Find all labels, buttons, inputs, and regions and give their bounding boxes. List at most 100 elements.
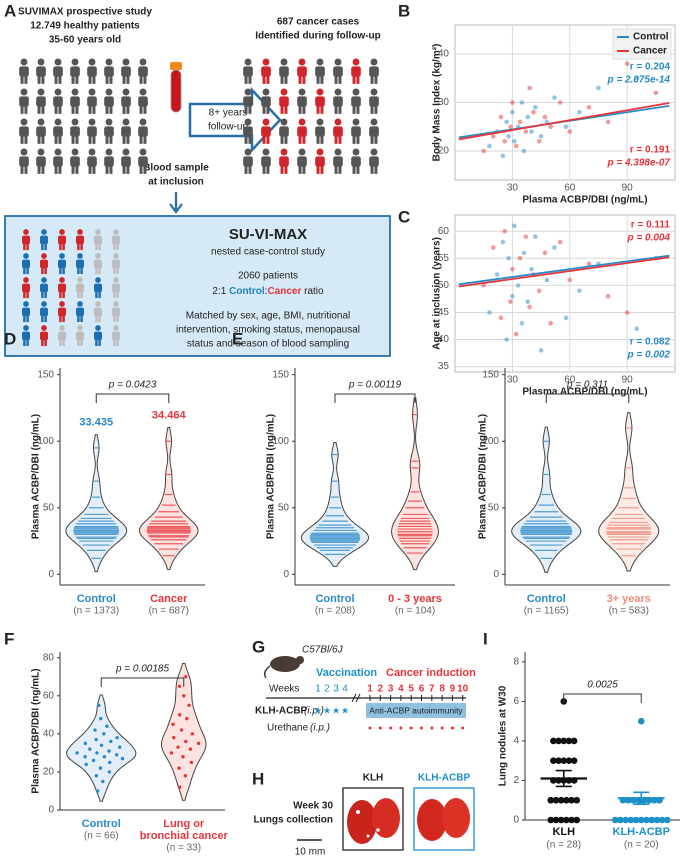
route-text: (i.p.) <box>304 706 324 717</box>
icon-leg <box>352 74 356 84</box>
dot <box>557 796 565 804</box>
scatter-point <box>653 90 659 96</box>
dot <box>563 796 570 804</box>
icon-leg <box>374 104 378 114</box>
person-icon <box>369 58 379 84</box>
y-tick-label: 0 <box>493 569 499 580</box>
icon-body <box>36 156 46 167</box>
icon-head <box>95 253 101 259</box>
icon-head <box>71 88 79 96</box>
stat-annotation: p = 2.075e-14 <box>606 75 670 86</box>
icon-leg <box>44 314 47 323</box>
person-icon <box>315 148 325 174</box>
icon-leg <box>41 134 45 144</box>
person-icon <box>261 148 271 174</box>
fit-line <box>458 102 670 141</box>
scatter-point <box>519 320 525 326</box>
y-tick-label: 50 <box>438 280 450 291</box>
followup-text: follow-up <box>208 122 248 133</box>
icon-leg <box>316 164 320 174</box>
route-text: (i.p.) <box>310 723 330 734</box>
n-label: (n = 33) <box>166 843 201 854</box>
dot <box>637 816 645 824</box>
violin <box>66 694 137 802</box>
icon-leg <box>23 338 26 347</box>
icon-leg <box>88 104 92 114</box>
icon-body <box>40 283 48 293</box>
icon-body <box>58 307 66 317</box>
icon-leg <box>62 290 65 299</box>
icon-head <box>244 118 252 126</box>
violin-point <box>99 743 104 747</box>
icon-body <box>279 66 289 77</box>
violin-point <box>108 760 112 765</box>
icon-leg <box>24 134 28 144</box>
x-axis-title: Plasma ACBP/DBI (ng/mL) <box>522 387 647 398</box>
person-icon <box>53 148 63 174</box>
scatter-point <box>527 85 532 91</box>
icon-head <box>54 148 62 156</box>
icon-leg <box>280 104 284 114</box>
violin-point <box>97 703 101 708</box>
group-label: Lung or <box>163 818 205 830</box>
urethane-dot <box>378 726 382 730</box>
icon-leg <box>92 104 96 114</box>
violin-point <box>189 760 194 765</box>
y-axis-title: Body Mass Index (kg/m²) <box>432 44 443 162</box>
icon-leg <box>298 74 302 84</box>
person-icon <box>121 148 131 174</box>
icon-leg <box>113 266 116 275</box>
scatter-point <box>490 245 496 250</box>
stat-annotation: p = 0.002 <box>626 350 670 361</box>
scatter-point <box>502 138 508 144</box>
mouse-icon <box>263 656 304 679</box>
icon-body <box>70 156 80 167</box>
icon-body <box>22 283 30 293</box>
icon-head <box>105 58 113 66</box>
vaccination-star: ★ <box>314 705 322 715</box>
icon-leg <box>302 134 306 144</box>
icon-head <box>41 325 47 331</box>
icon-leg <box>126 164 130 174</box>
icon-body <box>87 126 97 137</box>
y-tick-label: 0 <box>48 805 54 816</box>
icon-leg <box>71 134 75 144</box>
icon-head <box>334 58 342 66</box>
icon-head <box>37 118 45 126</box>
icon-leg <box>338 104 342 114</box>
dot <box>611 816 619 824</box>
icon-body <box>333 156 343 167</box>
person-icon <box>70 88 80 114</box>
person-icon <box>121 118 131 144</box>
icon-body <box>112 235 120 245</box>
icon-leg <box>41 164 45 174</box>
icon-head <box>54 88 62 96</box>
study-text: SUVIMAX prospective study <box>18 7 152 18</box>
person-icon <box>112 301 120 323</box>
icon-leg <box>139 74 143 84</box>
icon-leg <box>352 164 356 174</box>
cases-text: 687 cancer cases <box>277 17 360 28</box>
plot-area <box>454 214 676 373</box>
icon-leg <box>320 74 324 84</box>
violin-point <box>94 737 98 742</box>
violin-point <box>83 754 87 759</box>
violin-point <box>185 716 189 721</box>
icon-leg <box>262 134 266 144</box>
scatter-point <box>513 331 519 337</box>
violin-point <box>190 732 195 736</box>
icon-leg <box>26 290 29 299</box>
person-icon <box>53 88 63 114</box>
icon-body <box>333 66 343 77</box>
group-label: Control <box>527 593 566 605</box>
violin-point <box>109 739 113 744</box>
icon-leg <box>116 338 119 347</box>
icon-leg <box>58 134 62 144</box>
y-axis-title: Age at inclusion (years) <box>432 237 443 350</box>
icon-body <box>279 156 289 167</box>
panel-letter: G <box>252 637 265 656</box>
icon-head <box>122 88 130 96</box>
icon-leg <box>26 266 29 275</box>
week-number: 7 <box>429 684 435 695</box>
icon-body <box>22 331 30 341</box>
